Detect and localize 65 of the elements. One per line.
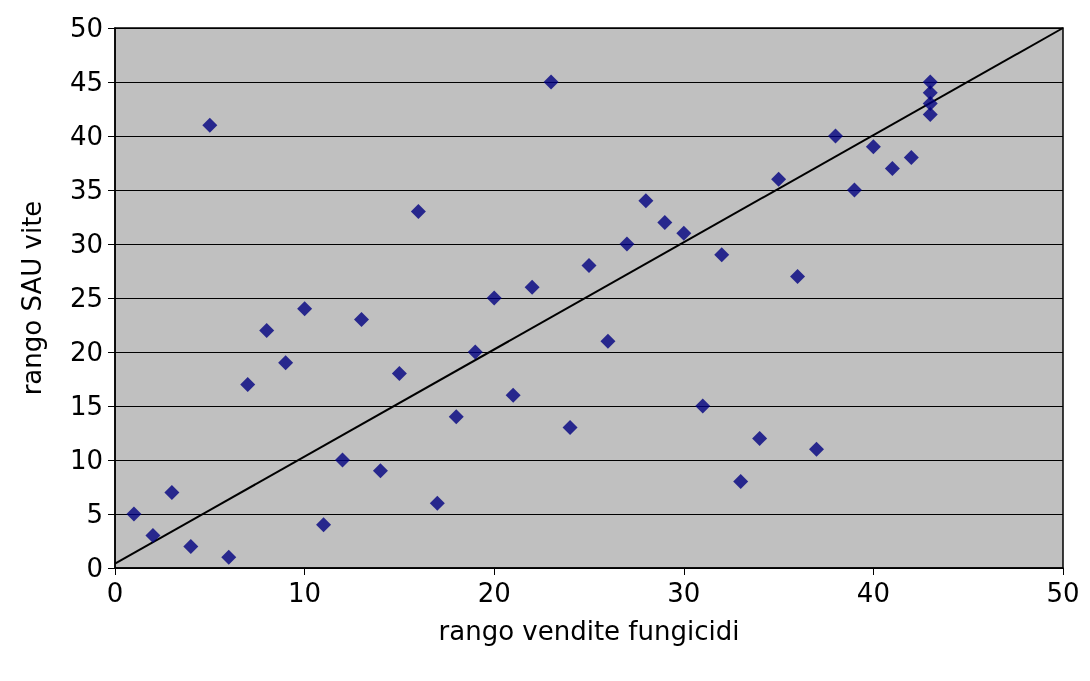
point: [922, 96, 938, 112]
point: [865, 139, 881, 155]
y-tick-label: 5: [86, 499, 103, 529]
point: [448, 409, 464, 425]
point: [372, 463, 388, 479]
point: [638, 193, 654, 209]
y-tick-label: 40: [69, 121, 103, 151]
y-tick-label: 20: [69, 337, 103, 367]
point: [827, 128, 843, 144]
point: [809, 441, 825, 457]
point: [259, 322, 275, 338]
point: [676, 225, 692, 241]
point: [922, 106, 938, 122]
point: [695, 398, 711, 414]
y-tick-label: 35: [69, 175, 103, 205]
point: [714, 247, 730, 263]
point: [202, 117, 218, 133]
point: [145, 528, 161, 544]
point: [183, 538, 199, 554]
point: [884, 160, 900, 176]
point: [486, 290, 502, 306]
point: [619, 236, 635, 252]
point: [922, 85, 938, 101]
point: [126, 506, 142, 522]
point: [410, 204, 426, 220]
y-tick-label: 0: [86, 553, 103, 583]
point: [278, 355, 294, 371]
point: [524, 279, 540, 295]
point: [581, 258, 597, 274]
x-tick-label: 0: [106, 578, 124, 608]
x-tick-label: 30: [667, 578, 701, 608]
point: [600, 333, 616, 349]
point: [391, 366, 407, 382]
y-tick-label: 30: [69, 229, 103, 259]
point: [771, 171, 787, 187]
point: [562, 420, 578, 436]
point: [221, 549, 237, 565]
point: [316, 517, 332, 533]
point: [543, 74, 559, 90]
point: [467, 344, 483, 360]
point: [297, 301, 313, 317]
x-tick-label: 40: [856, 578, 890, 608]
point: [790, 268, 806, 284]
point: [429, 495, 445, 511]
x-tick-label: 20: [477, 578, 511, 608]
point: [505, 387, 521, 403]
y-tick-label: 15: [69, 391, 103, 421]
x-tick-label: 50: [1046, 578, 1080, 608]
x-axis-title: rango vendite fungicidi: [438, 616, 740, 646]
y-tick-label: 10: [69, 445, 103, 475]
y-tick-label: 25: [69, 283, 103, 313]
point: [846, 182, 862, 198]
x-tick-label: 10: [288, 578, 322, 608]
y-tick-label: 50: [69, 13, 103, 43]
point: [903, 150, 919, 166]
point: [752, 430, 768, 446]
point: [657, 214, 673, 230]
point: [922, 74, 938, 90]
point: [164, 484, 180, 500]
point: [335, 452, 351, 468]
y-tick-label: 45: [69, 67, 103, 97]
point: [733, 474, 749, 490]
point: [353, 312, 369, 328]
point: [240, 376, 256, 392]
y-axis-title: rango SAU vite: [17, 200, 47, 396]
